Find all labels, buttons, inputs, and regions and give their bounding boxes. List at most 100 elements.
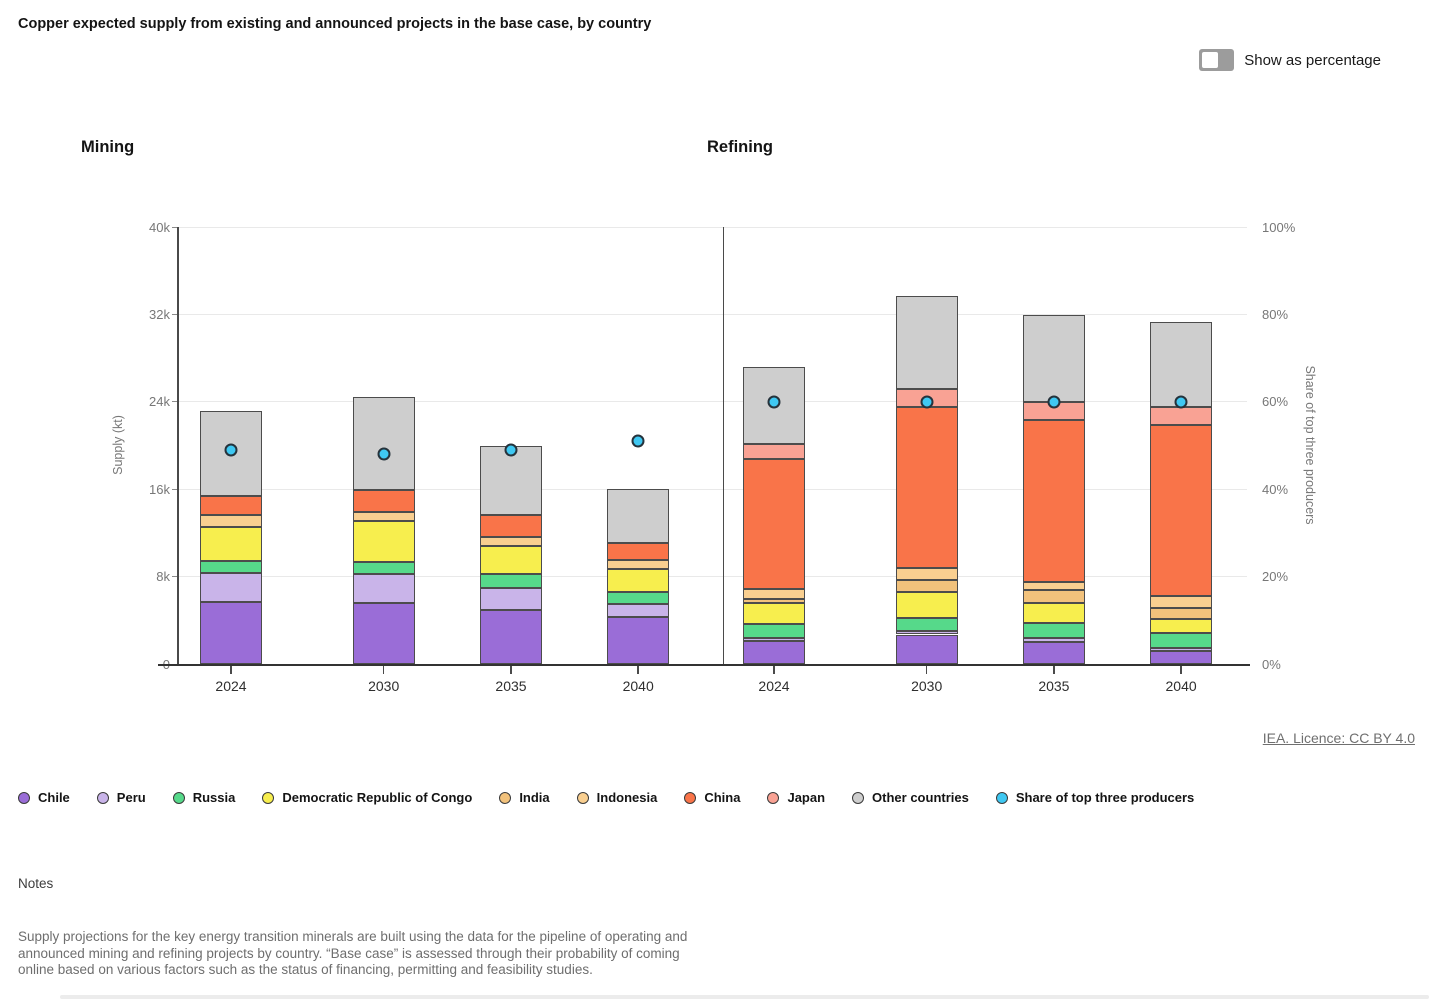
bar-segment-china[interactable] bbox=[352, 489, 415, 512]
legend-item-democratic-republic-of-congo[interactable]: Democratic Republic of Congo bbox=[262, 790, 472, 805]
bar-segment-india[interactable] bbox=[1150, 607, 1213, 620]
legend-item-russia[interactable]: Russia bbox=[172, 790, 236, 805]
legend-item-indonesia[interactable]: Indonesia bbox=[576, 790, 658, 805]
page-title: Copper expected supply from existing and… bbox=[18, 16, 652, 32]
bar-segment-democratic-republic-of-congo[interactable] bbox=[895, 591, 958, 619]
toggle-knob-icon bbox=[1202, 52, 1219, 68]
bar-segment-other-countries[interactable] bbox=[1022, 314, 1085, 403]
bar-segment-peru[interactable] bbox=[607, 603, 670, 618]
share-dot[interactable] bbox=[377, 447, 391, 461]
bar-segment-other-countries[interactable] bbox=[895, 295, 958, 389]
bar-segment-chile[interactable] bbox=[200, 601, 262, 664]
bar-segment-indonesia[interactable] bbox=[743, 589, 805, 599]
bar-segment-chile[interactable] bbox=[1022, 642, 1085, 664]
legend-label: Indonesia bbox=[596, 790, 658, 805]
bar-segment-russia[interactable] bbox=[352, 562, 415, 575]
bar-segment-democratic-republic-of-congo[interactable] bbox=[607, 568, 670, 592]
x-axis-label: 2024 bbox=[758, 678, 790, 694]
bar-segment-peru[interactable] bbox=[1022, 638, 1085, 643]
bar-segment-indonesia[interactable] bbox=[480, 536, 542, 546]
bar-segment-peru[interactable] bbox=[895, 630, 958, 635]
legend-item-china[interactable]: China bbox=[684, 790, 740, 805]
bar-segment-indonesia[interactable] bbox=[895, 567, 958, 580]
bar-segment-japan[interactable] bbox=[743, 443, 805, 460]
bar-segment-china[interactable] bbox=[895, 407, 958, 568]
toggle-label: Show as percentage bbox=[1244, 51, 1381, 69]
bar-segment-other-countries[interactable] bbox=[1150, 322, 1213, 408]
legend-item-japan[interactable]: Japan bbox=[767, 790, 825, 805]
share-dot[interactable] bbox=[1047, 395, 1061, 409]
bar-segment-russia[interactable] bbox=[1022, 623, 1085, 639]
legend-swatch-icon bbox=[995, 791, 1008, 804]
bar-segment-china[interactable] bbox=[480, 515, 542, 537]
bar-segment-chile[interactable] bbox=[480, 610, 542, 664]
legend-item-india[interactable]: India bbox=[499, 790, 550, 805]
bar-segment-peru[interactable] bbox=[743, 637, 805, 642]
show-as-percentage-toggle[interactable] bbox=[1199, 49, 1235, 71]
bar-segment-russia[interactable] bbox=[1150, 633, 1213, 648]
share-dot[interactable] bbox=[224, 443, 238, 457]
bar-segment-peru[interactable] bbox=[480, 587, 542, 611]
bar-segment-democratic-republic-of-congo[interactable] bbox=[200, 526, 262, 561]
share-dot[interactable] bbox=[631, 434, 645, 448]
bar-segment-china[interactable] bbox=[200, 496, 262, 516]
left-axis-tick-label: 40k bbox=[149, 219, 170, 235]
bar-segment-russia[interactable] bbox=[895, 618, 958, 631]
bar-segment-indonesia[interactable] bbox=[1150, 596, 1213, 608]
right-axis-tick-label: 60% bbox=[1262, 394, 1289, 410]
bar-segment-india[interactable] bbox=[743, 598, 805, 603]
share-dot[interactable] bbox=[920, 395, 934, 409]
x-axis-label: 2030 bbox=[911, 678, 943, 694]
share-dot[interactable] bbox=[767, 395, 781, 409]
bar-segment-russia[interactable] bbox=[200, 560, 262, 573]
right-axis-tick-label: 100% bbox=[1262, 219, 1296, 235]
left-axis-tick-label: 24k bbox=[149, 394, 170, 410]
left-axis-tick-label: 8k bbox=[156, 569, 170, 585]
legend-label: Russia bbox=[192, 790, 236, 805]
bar-segment-democratic-republic-of-congo[interactable] bbox=[743, 602, 805, 624]
bar-segment-other-countries[interactable] bbox=[607, 489, 670, 543]
legend-item-other-countries[interactable]: Other countries bbox=[852, 790, 969, 805]
bar-segment-india[interactable] bbox=[1022, 590, 1085, 604]
legend-item-chile[interactable]: Chile bbox=[18, 790, 70, 805]
bar-segment-china[interactable] bbox=[1022, 419, 1085, 582]
bar-segment-china[interactable] bbox=[743, 459, 805, 590]
bar-segment-chile[interactable] bbox=[895, 634, 958, 664]
bar-segment-india[interactable] bbox=[895, 579, 958, 592]
bar-segment-russia[interactable] bbox=[743, 623, 805, 638]
bar-segment-chile[interactable] bbox=[607, 617, 670, 664]
bar-segment-indonesia[interactable] bbox=[1022, 581, 1085, 591]
bar-segment-peru[interactable] bbox=[1150, 647, 1213, 651]
bar-segment-peru[interactable] bbox=[352, 574, 415, 603]
show-as-percentage-control: Show as percentage bbox=[1199, 49, 1381, 71]
bar-segment-russia[interactable] bbox=[607, 591, 670, 604]
legend-item-peru[interactable]: Peru bbox=[96, 790, 146, 805]
bar-segment-indonesia[interactable] bbox=[200, 515, 262, 527]
bar-segment-democratic-republic-of-congo[interactable] bbox=[1022, 603, 1085, 624]
legend-swatch-icon bbox=[576, 791, 589, 804]
bar-segment-chile[interactable] bbox=[743, 641, 805, 664]
legend-label: Japan bbox=[787, 790, 826, 805]
bar-segment-chile[interactable] bbox=[352, 602, 415, 664]
bar-segment-japan[interactable] bbox=[1150, 407, 1213, 425]
gridline-24k bbox=[178, 401, 1247, 403]
bar-segment-democratic-republic-of-congo[interactable] bbox=[480, 546, 542, 575]
right-axis-tick-label: 80% bbox=[1262, 306, 1289, 322]
horizontal-scrollbar[interactable] bbox=[60, 995, 1429, 999]
bar-segment-indonesia[interactable] bbox=[352, 511, 415, 521]
bar-segment-other-countries[interactable] bbox=[480, 445, 542, 516]
bar-segment-chile[interactable] bbox=[1150, 650, 1213, 664]
bar-segment-china[interactable] bbox=[1150, 424, 1213, 597]
bar-segment-democratic-republic-of-congo[interactable] bbox=[1150, 619, 1213, 634]
licence-link[interactable]: IEA. Licence: CC BY 4.0 bbox=[1262, 730, 1415, 746]
bar-segment-indonesia[interactable] bbox=[607, 560, 670, 569]
share-dot[interactable] bbox=[504, 443, 518, 457]
bar-segment-china[interactable] bbox=[607, 542, 670, 561]
bar-segment-peru[interactable] bbox=[200, 572, 262, 602]
bar-segment-other-countries[interactable] bbox=[352, 396, 415, 490]
bar-segment-democratic-republic-of-congo[interactable] bbox=[352, 520, 415, 563]
y-axis-line bbox=[177, 227, 179, 666]
legend-item-share_dot[interactable]: Share of top three producers bbox=[995, 790, 1194, 805]
bar-segment-russia[interactable] bbox=[480, 574, 542, 588]
share-dot[interactable] bbox=[1174, 395, 1188, 409]
